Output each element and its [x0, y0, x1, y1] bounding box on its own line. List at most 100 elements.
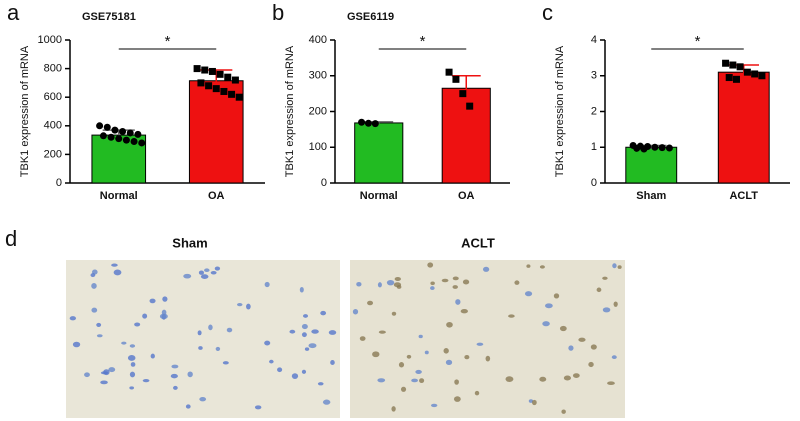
data-point	[99, 132, 107, 140]
bar	[625, 146, 678, 184]
cell	[69, 316, 77, 321]
cell	[474, 390, 480, 396]
cell	[91, 307, 98, 313]
cell	[617, 265, 622, 269]
significance-mark: *	[420, 33, 426, 50]
cell	[367, 300, 374, 306]
cell	[391, 311, 397, 316]
cell	[301, 332, 307, 338]
cell	[443, 348, 449, 354]
data-point	[651, 143, 659, 151]
cell	[299, 286, 304, 293]
cell	[149, 298, 156, 304]
cell	[588, 361, 594, 368]
data-point	[103, 123, 111, 131]
cell	[264, 281, 270, 288]
significance-mark: *	[695, 33, 701, 50]
cell	[127, 355, 136, 361]
cell	[559, 325, 567, 332]
panel-letter: c	[542, 0, 553, 25]
cell	[308, 343, 317, 349]
cells	[69, 262, 622, 414]
cell	[173, 385, 178, 390]
cell	[215, 346, 221, 352]
cell	[572, 373, 580, 378]
y-tick-label: 100	[309, 141, 327, 153]
image-label: ACLT	[461, 235, 495, 250]
cell	[377, 282, 382, 288]
data-point	[96, 122, 104, 130]
data-point	[115, 135, 123, 143]
cell	[568, 345, 574, 351]
y-axis-label: TBK1 expression of mRNA	[19, 45, 31, 177]
y-tick-label: 800	[44, 63, 62, 75]
cell	[84, 372, 90, 378]
data-point	[633, 144, 641, 152]
cell	[129, 386, 135, 390]
data-point	[665, 144, 673, 152]
cell	[441, 278, 449, 283]
cell	[91, 283, 97, 289]
cell	[111, 263, 118, 267]
data-point	[220, 87, 228, 95]
cell	[96, 334, 103, 338]
data-point	[732, 75, 740, 83]
data-point	[107, 133, 115, 141]
y-tick-label: 1000	[38, 34, 62, 46]
cell	[602, 307, 611, 313]
data-point	[119, 128, 127, 136]
data-point	[358, 118, 366, 126]
data-point	[736, 63, 744, 71]
cell	[254, 405, 262, 410]
data-point	[122, 136, 130, 144]
cell	[578, 337, 586, 342]
cell	[208, 324, 213, 331]
cell	[159, 313, 168, 320]
data-point	[126, 129, 134, 137]
bar	[441, 87, 491, 184]
cell	[198, 270, 204, 275]
data-point	[193, 65, 201, 73]
y-axis-label: TBK1 expression of mRNA	[554, 45, 566, 177]
y-tick-label: 600	[44, 91, 62, 103]
cell	[561, 409, 566, 414]
cell	[427, 262, 434, 268]
cell	[142, 379, 150, 383]
y-tick-label: 0	[591, 177, 597, 189]
cell	[142, 313, 148, 319]
x-tick-label: OA	[208, 190, 225, 202]
cell	[121, 341, 127, 345]
cell	[210, 271, 217, 275]
data-point	[725, 74, 733, 82]
panel-letter: b	[272, 0, 284, 25]
cell	[612, 263, 617, 269]
cell	[464, 354, 470, 360]
data-point	[201, 66, 209, 74]
cell	[454, 379, 459, 385]
cell	[462, 279, 470, 285]
y-tick-label: 4	[591, 34, 597, 46]
cell	[542, 321, 550, 327]
data-point	[208, 67, 216, 75]
y-tick-label: 0	[321, 177, 327, 189]
y-tick-label: 1	[591, 141, 597, 153]
cell	[103, 369, 110, 376]
cell	[602, 276, 608, 280]
cell	[455, 299, 461, 305]
cell	[406, 354, 412, 359]
y-tick-label: 400	[44, 120, 62, 132]
cell	[485, 355, 491, 362]
cell	[246, 303, 251, 310]
cell	[72, 341, 81, 348]
cell	[277, 367, 283, 373]
cell	[411, 378, 418, 383]
data-point	[134, 130, 142, 138]
cell	[301, 323, 308, 330]
cell	[311, 329, 319, 334]
cell	[590, 344, 597, 350]
cell	[291, 373, 299, 380]
cell	[415, 369, 422, 375]
cell	[514, 280, 520, 285]
cell	[508, 314, 515, 318]
cell	[130, 362, 136, 367]
